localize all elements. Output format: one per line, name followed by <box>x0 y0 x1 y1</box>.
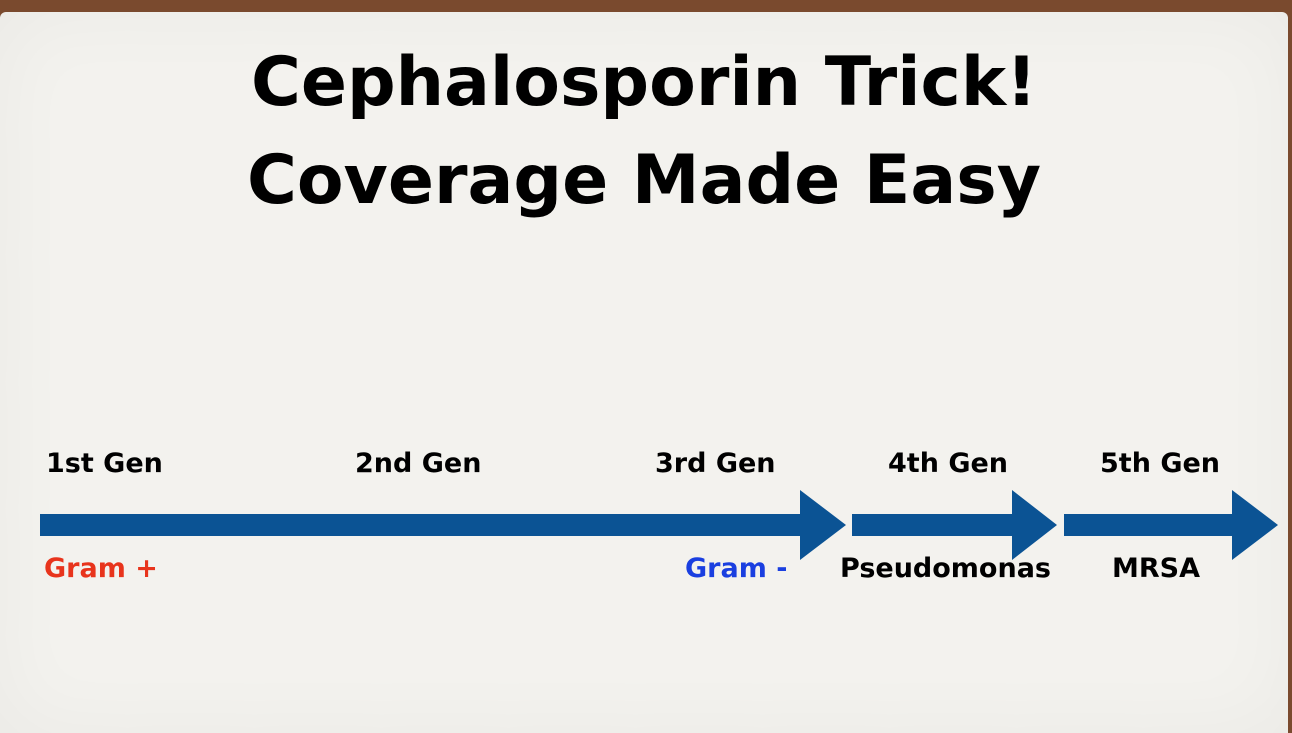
gen-label-1: 1st Gen <box>46 448 163 479</box>
arrow-gen-4 <box>852 490 1057 560</box>
arrow-gen-5 <box>1064 490 1278 560</box>
coverage-gram-positive: Gram + <box>44 553 158 584</box>
slide-title: Cephalosporin Trick! Coverage Made Easy <box>0 34 1288 230</box>
coverage-gram-negative: Gram - <box>685 553 788 584</box>
slide: Cephalosporin Trick! Coverage Made Easy <box>0 12 1288 733</box>
arrow-gen-1-3 <box>40 490 846 560</box>
title-line-2: Coverage Made Easy <box>246 141 1042 220</box>
gen-label-5: 5th Gen <box>1100 448 1221 479</box>
gen-label-3: 3rd Gen <box>655 448 776 479</box>
gen-label-2: 2nd Gen <box>355 448 482 479</box>
gen-label-4: 4th Gen <box>888 448 1009 479</box>
coverage-mrsa: MRSA <box>1112 553 1201 584</box>
coverage-pseudomonas: Pseudomonas <box>840 553 1051 584</box>
title-line-1: Cephalosporin Trick! <box>250 43 1038 122</box>
